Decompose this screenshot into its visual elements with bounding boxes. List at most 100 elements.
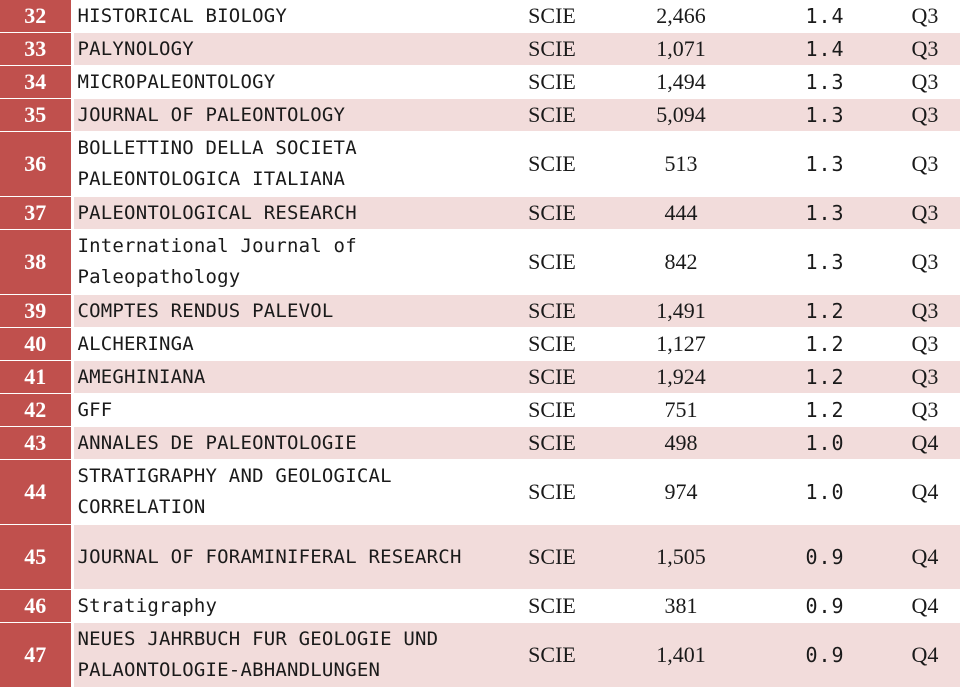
citations-cell: 1,127 [602, 327, 760, 361]
index-cell: SCIE [502, 98, 602, 132]
impact-factor-cell: 1.0 [760, 426, 890, 460]
index-cell: SCIE [502, 360, 602, 394]
citations-cell: 381 [602, 589, 760, 623]
citations-cell: 1,071 [602, 32, 760, 66]
rank-cell: 40 [0, 327, 74, 361]
table-row: 46 Stratigraphy SCIE 381 0.9 Q4 [0, 589, 960, 623]
rank-cell: 32 [0, 0, 74, 33]
index-cell: SCIE [502, 426, 602, 460]
quartile-cell: Q3 [890, 32, 960, 66]
citations-cell: 1,505 [602, 524, 760, 590]
impact-factor-cell: 1.4 [760, 0, 890, 33]
index-cell: SCIE [502, 0, 602, 33]
table-row: 38 International Journal of Paleopatholo… [0, 229, 960, 295]
impact-factor-cell: 1.3 [760, 98, 890, 132]
citations-cell: 842 [602, 229, 760, 295]
index-cell: SCIE [502, 32, 602, 66]
citations-cell: 498 [602, 426, 760, 460]
rank-cell: 42 [0, 393, 74, 427]
index-cell: SCIE [502, 65, 602, 99]
index-cell: SCIE [502, 524, 602, 590]
impact-factor-cell: 1.4 [760, 32, 890, 66]
rank-cell: 41 [0, 360, 74, 394]
quartile-cell: Q4 [890, 459, 960, 525]
table-row: 44 STRATIGRAPHY AND GEOLOGICAL CORRELATI… [0, 459, 960, 525]
quartile-cell: Q3 [890, 327, 960, 361]
index-cell: SCIE [502, 459, 602, 525]
citations-cell: 444 [602, 196, 760, 230]
journal-name-cell: JOURNAL OF FORAMINIFERAL RESEARCH [72, 524, 502, 590]
journal-name-cell: GFF [72, 393, 502, 427]
table-row: 35 JOURNAL OF PALEONTOLOGY SCIE 5,094 1.… [0, 98, 960, 132]
quartile-cell: Q4 [890, 426, 960, 460]
quartile-cell: Q3 [890, 196, 960, 230]
rank-cell: 43 [0, 426, 74, 460]
journal-name-cell: International Journal of Paleopathology [72, 229, 502, 295]
rank-cell: 46 [0, 589, 74, 623]
table-row: 45 JOURNAL OF FORAMINIFERAL RESEARCH SCI… [0, 524, 960, 590]
journal-name-cell: BOLLETTINO DELLA SOCIETA PALEONTOLOGICA … [72, 131, 502, 197]
table-row: 42 GFF SCIE 751 1.2 Q3 [0, 393, 960, 427]
quartile-cell: Q3 [890, 131, 960, 197]
impact-factor-cell: 1.2 [760, 327, 890, 361]
impact-factor-cell: 1.3 [760, 229, 890, 295]
quartile-cell: Q3 [890, 0, 960, 33]
index-cell: SCIE [502, 327, 602, 361]
rank-cell: 47 [0, 622, 74, 688]
rank-cell: 35 [0, 98, 74, 132]
journal-name-cell: AMEGHINIANA [72, 360, 502, 394]
journal-name-cell: PALEONTOLOGICAL RESEARCH [72, 196, 502, 230]
table-row: 34 MICROPALEONTOLOGY SCIE 1,494 1.3 Q3 [0, 65, 960, 99]
table-row: 47 NEUES JAHRBUCH FUR GEOLOGIE UND PALAO… [0, 622, 960, 688]
journal-name-cell: ALCHERINGA [72, 327, 502, 361]
impact-factor-cell: 0.9 [760, 524, 890, 590]
rank-cell: 33 [0, 32, 74, 66]
quartile-cell: Q3 [890, 393, 960, 427]
table-row: 37 PALEONTOLOGICAL RESEARCH SCIE 444 1.3… [0, 196, 960, 230]
impact-factor-cell: 1.3 [760, 65, 890, 99]
table-row: 39 COMPTES RENDUS PALEVOL SCIE 1,491 1.2… [0, 294, 960, 328]
journal-name-cell: HISTORICAL BIOLOGY [72, 0, 502, 33]
table-row: 43 ANNALES DE PALEONTOLOGIE SCIE 498 1.0… [0, 426, 960, 460]
quartile-cell: Q3 [890, 294, 960, 328]
impact-factor-cell: 1.2 [760, 360, 890, 394]
table-row: 36 BOLLETTINO DELLA SOCIETA PALEONTOLOGI… [0, 131, 960, 197]
quartile-cell: Q4 [890, 589, 960, 623]
journal-name-cell: ANNALES DE PALEONTOLOGIE [72, 426, 502, 460]
table-row: 33 PALYNOLOGY SCIE 1,071 1.4 Q3 [0, 32, 960, 66]
impact-factor-cell: 1.2 [760, 294, 890, 328]
rank-cell: 45 [0, 524, 74, 590]
journal-name-cell: NEUES JAHRBUCH FUR GEOLOGIE UND PALAONTO… [72, 622, 502, 688]
quartile-cell: Q3 [890, 65, 960, 99]
journal-name-cell: PALYNOLOGY [72, 32, 502, 66]
rank-cell: 34 [0, 65, 74, 99]
index-cell: SCIE [502, 196, 602, 230]
rank-cell: 39 [0, 294, 74, 328]
journal-name-cell: JOURNAL OF PALEONTOLOGY [72, 98, 502, 132]
rank-cell: 38 [0, 229, 74, 295]
journal-name-cell: MICROPALEONTOLOGY [72, 65, 502, 99]
journal-name-cell: Stratigraphy [72, 589, 502, 623]
citations-cell: 1,491 [602, 294, 760, 328]
index-cell: SCIE [502, 131, 602, 197]
rank-cell: 44 [0, 459, 74, 525]
citations-cell: 513 [602, 131, 760, 197]
impact-factor-cell: 1.0 [760, 459, 890, 525]
impact-factor-cell: 0.9 [760, 622, 890, 688]
index-cell: SCIE [502, 294, 602, 328]
impact-factor-cell: 0.9 [760, 589, 890, 623]
index-cell: SCIE [502, 589, 602, 623]
rank-cell: 37 [0, 196, 74, 230]
quartile-cell: Q3 [890, 229, 960, 295]
quartile-cell: Q4 [890, 524, 960, 590]
citations-cell: 1,401 [602, 622, 760, 688]
citations-cell: 974 [602, 459, 760, 525]
rank-cell: 36 [0, 131, 74, 197]
journal-name-cell: STRATIGRAPHY AND GEOLOGICAL CORRELATION [72, 459, 502, 525]
citations-cell: 751 [602, 393, 760, 427]
quartile-cell: Q3 [890, 98, 960, 132]
index-cell: SCIE [502, 393, 602, 427]
quartile-cell: Q3 [890, 360, 960, 394]
